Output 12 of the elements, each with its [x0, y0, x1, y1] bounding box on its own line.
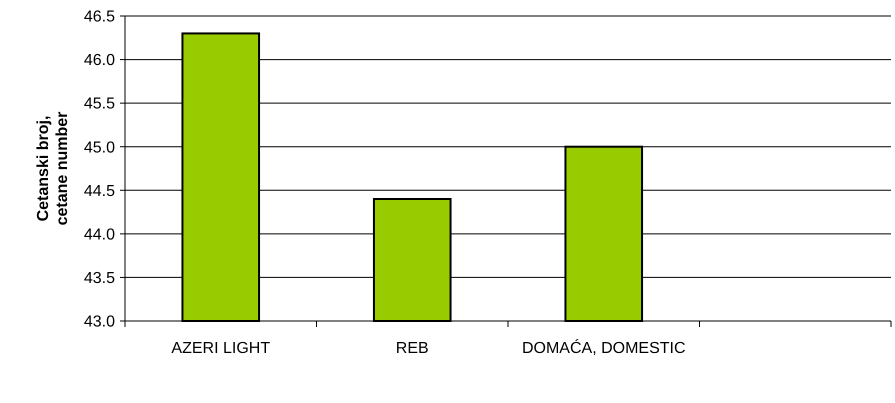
y-tick-label: 43.0: [84, 314, 116, 331]
y-tick-label: 44.0: [84, 226, 116, 244]
y-tick-label: 45.0: [84, 139, 116, 156]
x-tick-label: AZERI LIGHT: [171, 340, 270, 357]
x-tick-label: DOMAĆA, DOMESTIC: [522, 339, 686, 357]
y-axis-title: Cetanski broj, cetane number: [35, 112, 71, 226]
y-tick-label: 45.5: [84, 96, 116, 113]
x-tick-label: REB: [396, 340, 429, 357]
y-tick-label: 46.5: [84, 8, 116, 26]
y-tick-label: 46.0: [84, 52, 116, 70]
y-tick-label: 44.5: [84, 182, 116, 200]
y-tick-label: 43.5: [84, 270, 116, 288]
